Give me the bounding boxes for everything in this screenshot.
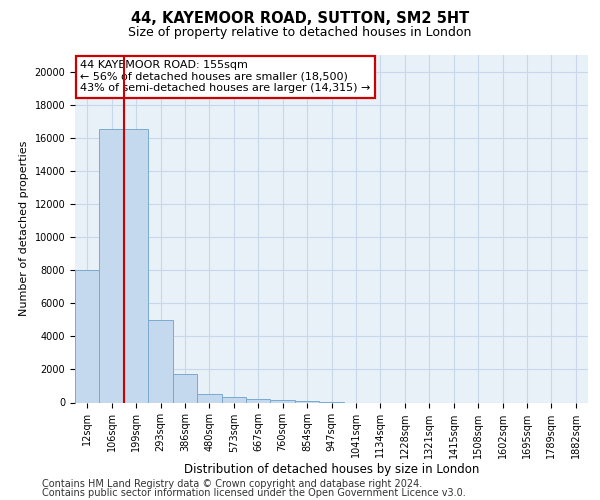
Text: Contains public sector information licensed under the Open Government Licence v3: Contains public sector information licen… — [42, 488, 466, 498]
Text: 44, KAYEMOOR ROAD, SUTTON, SM2 5HT: 44, KAYEMOOR ROAD, SUTTON, SM2 5HT — [131, 11, 469, 26]
Bar — [197, 394, 221, 402]
Text: Size of property relative to detached houses in London: Size of property relative to detached ho… — [128, 26, 472, 39]
Bar — [148, 320, 173, 402]
Bar — [75, 270, 100, 402]
Text: 44 KAYEMOOR ROAD: 155sqm
← 56% of detached houses are smaller (18,500)
43% of se: 44 KAYEMOOR ROAD: 155sqm ← 56% of detach… — [80, 60, 371, 94]
Bar — [271, 400, 295, 402]
X-axis label: Distribution of detached houses by size in London: Distribution of detached houses by size … — [184, 464, 479, 476]
Bar — [221, 396, 246, 402]
Text: Contains HM Land Registry data © Crown copyright and database right 2024.: Contains HM Land Registry data © Crown c… — [42, 479, 422, 489]
Y-axis label: Number of detached properties: Number of detached properties — [19, 141, 29, 316]
Bar — [100, 130, 124, 402]
Bar — [246, 399, 271, 402]
Bar — [124, 130, 148, 402]
Bar — [173, 374, 197, 402]
Bar — [295, 401, 319, 402]
